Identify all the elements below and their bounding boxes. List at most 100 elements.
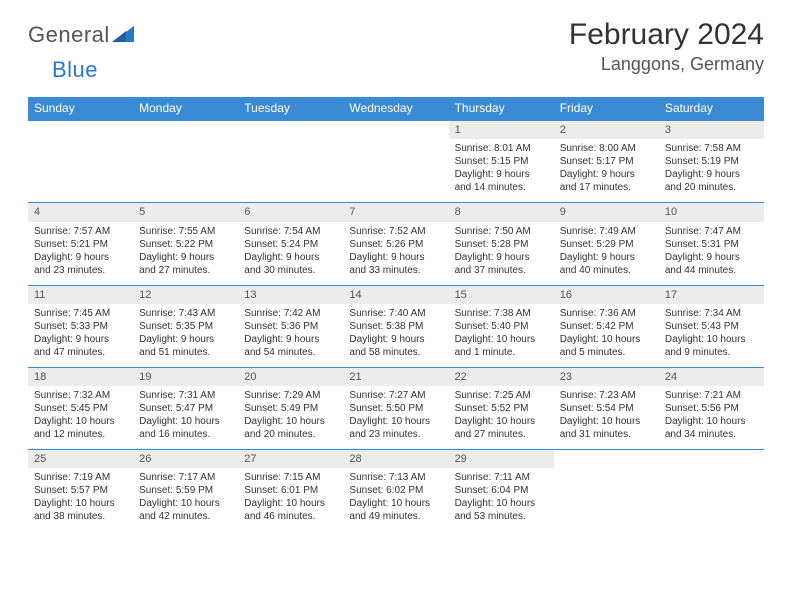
day-details: Sunrise: 7:32 AMSunset: 5:45 PMDaylight:… xyxy=(28,386,133,449)
calendar-cell: 12Sunrise: 7:43 AMSunset: 5:35 PMDayligh… xyxy=(133,285,238,367)
sunrise-line: Sunrise: 7:52 AM xyxy=(349,226,425,237)
calendar-cell: 14Sunrise: 7:40 AMSunset: 5:38 PMDayligh… xyxy=(343,285,448,367)
day-details: Sunrise: 7:13 AMSunset: 6:02 PMDaylight:… xyxy=(343,468,448,531)
calendar-cell: .. xyxy=(659,450,764,532)
sunrise-line: Sunrise: 7:11 AM xyxy=(455,472,530,483)
calendar-cell: .. xyxy=(133,120,238,203)
sunset-line: Sunset: 5:22 PM xyxy=(139,239,213,250)
daylight-line: Daylight: 10 hours and 42 minutes. xyxy=(139,498,220,522)
day-details: Sunrise: 7:54 AMSunset: 5:24 PMDaylight:… xyxy=(238,222,343,285)
calendar-cell: .. xyxy=(343,120,448,203)
daylight-line: Daylight: 9 hours and 44 minutes. xyxy=(665,252,740,276)
daylight-line: Daylight: 10 hours and 5 minutes. xyxy=(560,334,641,358)
day-number: 19 xyxy=(133,368,238,386)
daylight-line: Daylight: 9 hours and 33 minutes. xyxy=(349,252,424,276)
day-details: Sunrise: 7:23 AMSunset: 5:54 PMDaylight:… xyxy=(554,386,659,449)
daylight-line: Daylight: 10 hours and 9 minutes. xyxy=(665,334,746,358)
calendar-week: ........1Sunrise: 8:01 AMSunset: 5:15 PM… xyxy=(28,120,764,203)
sunrise-line: Sunrise: 7:31 AM xyxy=(139,390,215,401)
calendar-cell: 4Sunrise: 7:57 AMSunset: 5:21 PMDaylight… xyxy=(28,203,133,285)
sunset-line: Sunset: 5:28 PM xyxy=(455,239,529,250)
day-details: Sunrise: 7:45 AMSunset: 5:33 PMDaylight:… xyxy=(28,304,133,367)
day-details: Sunrise: 7:31 AMSunset: 5:47 PMDaylight:… xyxy=(133,386,238,449)
day-number: 3 xyxy=(659,121,764,139)
calendar-cell: 24Sunrise: 7:21 AMSunset: 5:56 PMDayligh… xyxy=(659,367,764,449)
weekday-header: Saturday xyxy=(659,97,764,120)
calendar-cell: 1Sunrise: 8:01 AMSunset: 5:15 PMDaylight… xyxy=(449,120,554,203)
day-number: 10 xyxy=(659,203,764,221)
sunset-line: Sunset: 5:47 PM xyxy=(139,403,213,414)
sunset-line: Sunset: 5:50 PM xyxy=(349,403,423,414)
daylight-line: Daylight: 10 hours and 49 minutes. xyxy=(349,498,430,522)
calendar-cell: 21Sunrise: 7:27 AMSunset: 5:50 PMDayligh… xyxy=(343,367,448,449)
sunrise-line: Sunrise: 7:42 AM xyxy=(244,308,320,319)
sunset-line: Sunset: 5:26 PM xyxy=(349,239,423,250)
day-number: 26 xyxy=(133,450,238,468)
logo-triangle-icon xyxy=(112,24,134,47)
calendar-cell: 3Sunrise: 7:58 AMSunset: 5:19 PMDaylight… xyxy=(659,120,764,203)
calendar-cell: 28Sunrise: 7:13 AMSunset: 6:02 PMDayligh… xyxy=(343,450,448,532)
day-number: 17 xyxy=(659,286,764,304)
day-details: Sunrise: 8:00 AMSunset: 5:17 PMDaylight:… xyxy=(554,139,659,202)
calendar-cell: 6Sunrise: 7:54 AMSunset: 5:24 PMDaylight… xyxy=(238,203,343,285)
sunset-line: Sunset: 5:52 PM xyxy=(455,403,529,414)
calendar-week: 4 Sunrise: 7:57 AM Sunset: 5:21 PM Daylight… xyxy=(28,203,764,285)
day-number: 4 xyxy=(28,203,133,221)
daylight-line: Daylight: 10 hours and 1 minute. xyxy=(455,334,536,358)
calendar-cell: 29Sunrise: 7:11 AMSunset: 6:04 PMDayligh… xyxy=(449,450,554,532)
sunset-line: Sunset: 5:38 PM xyxy=(349,321,423,332)
sunrise-line: Sunrise: 8:01 AM xyxy=(455,143,531,154)
day-details: Sunrise: 7:21 AMSunset: 5:56 PMDaylight:… xyxy=(659,386,764,449)
sunset-line: Sunset: 5:45 PM xyxy=(34,403,108,414)
daylight-line: Daylight: 10 hours and 34 minutes. xyxy=(665,416,746,440)
sunrise-line: Sunrise: 7:25 AM xyxy=(455,390,531,401)
day-details: Sunrise: 7:49 AMSunset: 5:29 PMDaylight:… xyxy=(554,222,659,285)
daylight-line: Daylight: 10 hours and 27 minutes. xyxy=(455,416,536,440)
day-number: 6 xyxy=(238,203,343,221)
calendar-cell: 19Sunrise: 7:31 AMSunset: 5:47 PMDayligh… xyxy=(133,367,238,449)
sunrise-line: Sunrise: 7:19 AM xyxy=(34,472,110,483)
day-number: 7 xyxy=(343,203,448,221)
sunset-line: Sunset: 5:36 PM xyxy=(244,321,318,332)
sunset-line: Sunset: 5:19 PM xyxy=(665,156,739,167)
calendar-week: 18Sunrise: 7:32 AMSunset: 5:45 PMDayligh… xyxy=(28,367,764,449)
calendar-cell: 27Sunrise: 7:15 AMSunset: 6:01 PMDayligh… xyxy=(238,450,343,532)
calendar-cell: 2Sunrise: 8:00 AMSunset: 5:17 PMDaylight… xyxy=(554,120,659,203)
calendar-cell: 15Sunrise: 7:38 AMSunset: 5:40 PMDayligh… xyxy=(449,285,554,367)
day-number: 13 xyxy=(238,286,343,304)
calendar-cell: 9Sunrise: 7:49 AMSunset: 5:29 PMDaylight… xyxy=(554,203,659,285)
title-block: February 2024 Langgons, Germany xyxy=(569,18,764,75)
day-details: Sunrise: 7:38 AMSunset: 5:40 PMDaylight:… xyxy=(449,304,554,367)
daylight-line: Daylight: 9 hours and 47 minutes. xyxy=(34,334,109,358)
sunrise-line: Sunrise: 7:17 AM xyxy=(139,472,215,483)
calendar-cell: 26Sunrise: 7:17 AMSunset: 5:59 PMDayligh… xyxy=(133,450,238,532)
daylight-line: Daylight: 10 hours and 31 minutes. xyxy=(560,416,641,440)
calendar-table: SundayMondayTuesdayWednesdayThursdayFrid… xyxy=(28,97,764,531)
logo: General xyxy=(28,18,136,48)
calendar-cell: .. xyxy=(554,450,659,532)
calendar-cell: 22 Sunrise: 7:25 AM Sunset: 5:52 PM Dayligh… xyxy=(449,367,554,449)
calendar-cell: 13Sunrise: 7:42 AMSunset: 5:36 PMDayligh… xyxy=(238,285,343,367)
day-number: 22 xyxy=(449,368,554,386)
sunset-line: Sunset: 5:40 PM xyxy=(455,321,529,332)
calendar-cell: .. xyxy=(238,120,343,203)
day-details: Sunrise: 7:47 AMSunset: 5:31 PMDaylight:… xyxy=(659,222,764,285)
sunrise-line: Sunrise: 7:57 AM xyxy=(34,226,110,237)
calendar-cell: 8Sunrise: 7:50 AMSunset: 5:28 PMDaylight… xyxy=(449,203,554,285)
day-details: Sunrise: 7:11 AMSunset: 6:04 PMDaylight:… xyxy=(449,468,554,531)
calendar-cell: .. xyxy=(28,120,133,203)
sunset-line: Sunset: 5:49 PM xyxy=(244,403,318,414)
daylight-line: Daylight: 9 hours and 37 minutes. xyxy=(455,252,530,276)
day-details: Sunrise: 7:29 AMSunset: 5:49 PMDaylight:… xyxy=(238,386,343,449)
sunset-line: Sunset: 5:21 PM xyxy=(34,239,108,250)
daylight-line: Daylight: 9 hours and 40 minutes. xyxy=(560,252,635,276)
sunrise-line: Sunrise: 7:49 AM xyxy=(560,226,636,237)
sunset-line: Sunset: 5:43 PM xyxy=(665,321,739,332)
daylight-line: Daylight: 10 hours and 12 minutes. xyxy=(34,416,115,440)
day-details: Sunrise: 7:58 AMSunset: 5:19 PMDaylight:… xyxy=(659,139,764,202)
day-details: Sunrise: 7:43 AMSunset: 5:35 PMDaylight:… xyxy=(133,304,238,367)
daylight-line: Daylight: 9 hours and 51 minutes. xyxy=(139,334,214,358)
sunset-line: Sunset: 6:04 PM xyxy=(455,485,529,496)
calendar-cell: 10Sunrise: 7:47 AMSunset: 5:31 PMDayligh… xyxy=(659,203,764,285)
day-details: Sunrise: 7:27 AMSunset: 5:50 PMDaylight:… xyxy=(343,386,448,449)
